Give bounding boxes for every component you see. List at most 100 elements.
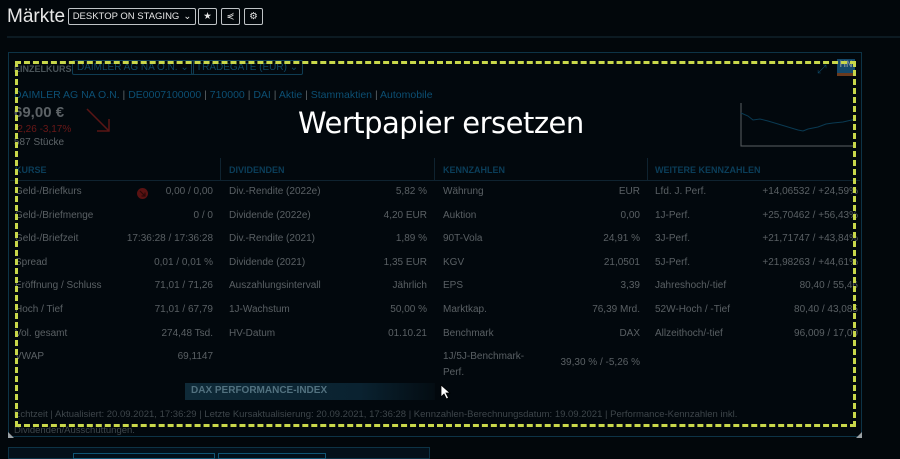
column-header: WEITERE KENNZAHLEN [655,165,761,175]
row-value: 0,01 / 0,01 % [154,256,213,268]
row-value: +25,70462 / +56,43% [762,209,858,221]
row-label: Auszahlungsintervall [229,280,321,292]
expand-icon[interactable]: ⤢ [817,62,827,76]
row-value: 80,40 / 43,085 [794,304,858,315]
row-label: 1J-Wachstum [229,304,290,315]
instrument-select[interactable]: DAIMLER AG NA O.N. ⌄ [72,60,194,75]
trend-down-icon [86,108,110,132]
row-value: 3,39 [620,280,640,292]
row-label: 3J-Perf. [655,233,691,245]
resize-handle-right[interactable] [856,432,862,438]
instrument-meta: DAIMLER AG NA O.N. | DE0007100000 | 7100… [14,89,433,101]
meta-class[interactable]: Stammaktien [310,89,373,101]
row-label: 1J-Perf. [655,209,691,221]
row-value: 80,40 / 55,46 [799,280,858,292]
row-value: +21,98263 / +44,61% [762,256,858,268]
exchange-select[interactable]: TRADEGATE (EUR) ⌄ [191,60,304,75]
row-value: 76,39 Mrd. [592,304,640,315]
next-widget-tab[interactable] [73,453,215,459]
layout-select-label: DESKTOP ON STAGING [72,11,180,22]
row-value: 0,00 / 0,00 [165,186,213,197]
row-value: 96,009 / 17,00 [794,327,858,339]
meta-wkn[interactable]: 710000 [209,89,245,101]
col-divider [434,158,435,180]
row-label: Dividende (2021) [229,256,306,268]
instrument-select-label: DAIMLER AG NA O.N. [77,62,178,73]
row-label: VWAP [15,351,45,363]
col-divider [647,158,648,180]
drop-zone[interactable] [15,61,856,427]
meta-name[interactable]: DAIMLER AG NA O.N. [14,89,120,101]
row-label: 52W-Hoch / -Tief [655,304,731,315]
row-label: Div.-Rendite (2021) [229,233,315,245]
row-label: Jahreshoch/-tief [655,280,727,292]
row-value: 39,30 % / -5,26 % [560,357,641,369]
row-value: 1,35 EUR [383,256,427,268]
widget-panel [8,52,862,437]
row-label: KGV [443,256,465,268]
column-header: KENNZAHLEN [443,165,505,175]
row-value: 5,82 % [395,186,427,197]
row-value: 4,20 EUR [383,209,427,221]
cursor-icon [440,384,452,400]
row-value: 71,01 / 67,79 [154,304,213,315]
row-label: Benchmark [443,327,494,339]
row-value: +14,06532 / +24,59% [762,186,858,197]
favorite-button[interactable]: ★ [198,8,217,25]
row-label: Eröffnung / Schluss [15,280,102,292]
page-title: Märkte [7,6,66,27]
row-label: Geld-/Briefzeit [15,233,79,245]
header-divider [7,36,900,38]
table-header-divider [10,180,860,181]
row-label: Marktkap. [443,304,487,315]
row-label: HV-Datum [229,327,276,339]
row-label: Dividende (2022e) [229,209,311,221]
row-label: 1J/5J-Benchmark-Perf. [443,351,525,379]
layout-select[interactable]: DESKTOP ON STAGING ⌄ [68,8,196,25]
meta-symbol[interactable]: DAI [253,89,271,101]
volume: 587 Stücke [14,137,65,148]
row-value: Jährlich [392,280,427,292]
row-label: 90T-Vola [443,233,483,245]
row-value: 17:36:28 / 17:36:28 [126,233,213,245]
row-value: 0,00 [620,209,640,221]
row-label: Spread [15,256,48,268]
settings-button[interactable]: ⚙ [244,8,263,25]
meta-type[interactable]: Aktie [278,89,303,101]
row-value: 50,00 % [390,304,427,315]
row-value: 21,0501 [603,256,640,268]
share-button[interactable]: ⋞ [221,8,240,25]
row-label: Vol. gesamt [15,327,68,339]
share-icon: ⋞ [226,11,235,22]
row-label: 5J-Perf. [655,256,691,268]
row-value: 0 / 0 [193,209,213,221]
meta-sector[interactable]: Automobile [380,89,433,101]
drag-ghost: DAX PERFORMANCE-INDEX [185,383,435,400]
row-value: +21,71747 / +43,84% [762,233,858,245]
row-value: EUR [618,186,640,197]
row-label: Auktion [443,209,477,221]
row-value: 1,89 % [395,233,427,245]
footer-note: Echtzeit | Aktualisiert: 20.09.2021, 17:… [14,409,738,436]
row-value: DAX [619,327,640,339]
bid-down-icon [137,188,148,199]
row-value: 274,48 Tsd. [161,327,213,339]
row-label: Hoch / Tief [15,304,63,315]
column-header: KURSE [15,165,47,175]
row-value: 24,91 % [603,233,640,245]
column-header: DIVIDENDEN [229,165,285,175]
row-label: Geld-/Briefkurs [15,186,82,197]
row-value: 69,1147 [177,351,213,363]
sparkline-chart [740,103,857,147]
next-widget-tab[interactable] [218,453,326,459]
row-value: 01.10.21 [388,327,427,339]
meta-isin[interactable]: DE0007100000 [128,89,202,101]
star-icon: ★ [203,11,212,22]
gear-icon: ⚙ [249,11,258,22]
row-label: Geld-/Briefmenge [15,209,94,221]
resize-handle-left[interactable] [8,432,14,438]
row-label: Lfd. J. Perf. [655,186,707,197]
drop-zone-label: Wertpapier ersetzen [298,106,584,140]
price: 69,00 € [14,104,65,121]
chevron-down-icon: ⌄ [183,11,192,22]
